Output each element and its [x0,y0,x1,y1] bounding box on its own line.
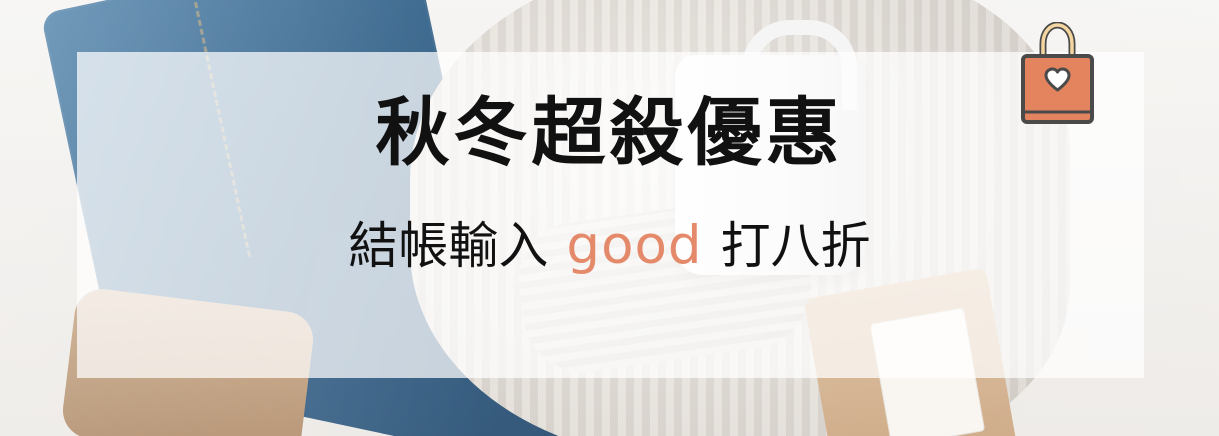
shopping-bag-heart-icon [1019,21,1096,127]
checkout-instruction: 結帳輸入 [348,217,549,275]
promo-subtitle: 結帳輸入 good 打八折 [0,219,1219,272]
text-overlay-panel [77,52,1144,378]
discount-text: 打八折 [720,217,871,275]
promo-title: 秋冬超殺優惠 [375,90,844,176]
promo-code: good [566,215,703,276]
